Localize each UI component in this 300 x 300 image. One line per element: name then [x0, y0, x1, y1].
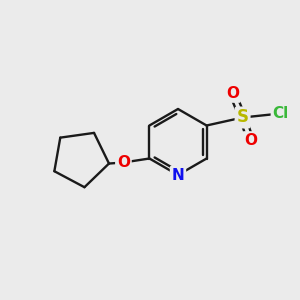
Text: O: O: [244, 133, 257, 148]
Text: N: N: [172, 167, 184, 182]
Text: O: O: [117, 155, 130, 170]
Text: O: O: [226, 86, 239, 101]
Text: Cl: Cl: [272, 106, 289, 121]
Text: S: S: [237, 109, 249, 127]
